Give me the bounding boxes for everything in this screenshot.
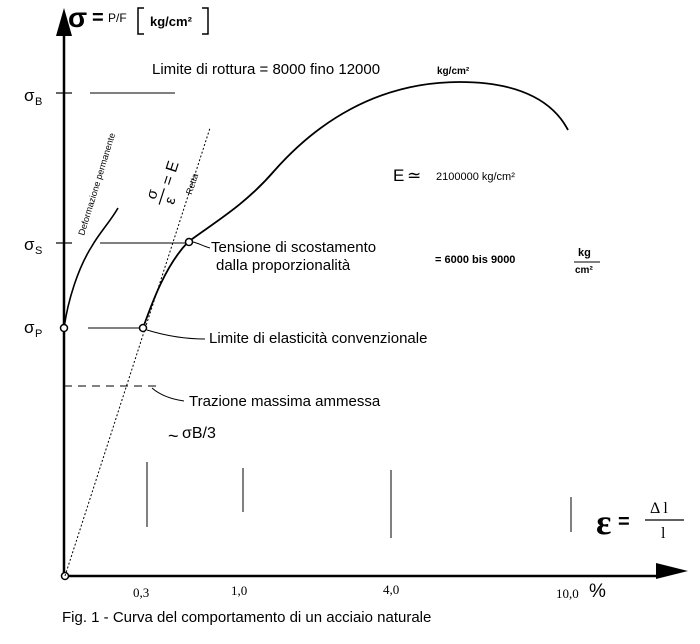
y-axis-equals: = bbox=[92, 7, 104, 29]
x-tick-10-0: 10,0 bbox=[556, 586, 579, 601]
epsilon-symbol: ε bbox=[596, 502, 611, 542]
sigma-b-third-label: ~ σB/3 bbox=[168, 425, 216, 446]
permanent-deformation-curve bbox=[63, 207, 119, 329]
epsilon-denominator: l bbox=[661, 525, 666, 542]
sigma-p-point bbox=[59, 323, 69, 333]
deviation-line-2: dalla proporzionalità bbox=[216, 257, 351, 274]
sigma-s-sub: S bbox=[35, 245, 42, 257]
x-axis-arrow bbox=[656, 563, 688, 579]
sigma-p-sub: P bbox=[35, 328, 42, 340]
deviation-unit-denominator: cm² bbox=[575, 265, 593, 276]
rupture-label: Limite di rottura = 8000 fino 12000 kg/c… bbox=[152, 61, 470, 78]
elastic-limit-point bbox=[138, 323, 148, 333]
sigma-b-third: σB/3 bbox=[182, 425, 216, 442]
x-tick-4-0: 4,0 bbox=[383, 582, 399, 597]
modulus-label: E ≃ 2100000 kg/cm² bbox=[393, 166, 515, 185]
retta-label: Retta bbox=[184, 172, 200, 196]
modulus-value: 2100000 kg/cm² bbox=[436, 171, 515, 183]
y-axis-arrow bbox=[56, 8, 72, 36]
permanent-deformation-label: Deformazione permanente bbox=[76, 132, 117, 237]
stress-strain-curve bbox=[142, 81, 569, 329]
y-axis-title: σ = P/F kg/cm² bbox=[68, 2, 209, 35]
max-tension-label: Trazione massima ammessa bbox=[189, 393, 381, 410]
y-axis-unit: kg/cm² bbox=[150, 14, 193, 29]
sigma-b-base: σ bbox=[24, 86, 35, 105]
modulus-approx: ≃ bbox=[407, 166, 421, 185]
hooke-line bbox=[64, 127, 211, 577]
hooke-numerator: σ bbox=[143, 187, 162, 202]
deviation-point bbox=[184, 237, 194, 247]
sigma-s-base: σ bbox=[24, 235, 35, 254]
hooke-label: σ ε = E Retta bbox=[143, 159, 200, 206]
epsilon-equals: = bbox=[618, 511, 630, 533]
x-tick-1-0: 1,0 bbox=[231, 583, 247, 598]
x-axis-formula: ε = Δ l l bbox=[596, 500, 684, 542]
y-axis-symbol: σ bbox=[68, 2, 87, 33]
rupture-unit: kg/cm² bbox=[437, 66, 470, 77]
sigma-p-base: σ bbox=[24, 318, 35, 337]
hooke-equals-e: = E bbox=[159, 159, 183, 188]
approx-tilde: ~ bbox=[168, 426, 179, 446]
figure-caption: Fig. 1 - Curva del comportamento di un a… bbox=[62, 609, 431, 626]
max-tension-leader bbox=[151, 387, 185, 402]
sigma-b-sub: B bbox=[35, 96, 42, 108]
x-tick-0-3: 0,3 bbox=[133, 585, 149, 600]
hooke-denominator: ε bbox=[161, 194, 179, 206]
y-axis-bracket-right bbox=[202, 7, 209, 35]
deviation-label: Tensione di scostamento dalla proporzion… bbox=[211, 239, 600, 276]
elastic-limit-leader bbox=[146, 329, 206, 340]
deviation-leader bbox=[192, 241, 211, 249]
rupture-text: Limite di rottura = 8000 fino 12000 bbox=[152, 61, 380, 78]
sigma-s-label: σ S bbox=[24, 235, 42, 257]
epsilon-numerator: Δ l bbox=[650, 500, 668, 517]
hooke-fraction-bar bbox=[158, 188, 165, 205]
x-percent: % bbox=[589, 581, 606, 602]
deviation-unit-numerator: kg bbox=[578, 247, 591, 259]
sigma-b-label: σ B bbox=[24, 86, 42, 108]
deviation-line-1: Tensione di scostamento bbox=[211, 239, 376, 256]
elastic-limit-label: Limite di elasticità convenzionale bbox=[209, 330, 427, 347]
y-axis-fraction: P/F bbox=[108, 11, 127, 25]
sigma-p-label: σ P bbox=[24, 318, 42, 340]
modulus-symbol: E bbox=[393, 166, 404, 185]
deviation-value: = 6000 bis 9000 bbox=[435, 254, 515, 266]
y-axis-bracket-left bbox=[137, 7, 144, 35]
